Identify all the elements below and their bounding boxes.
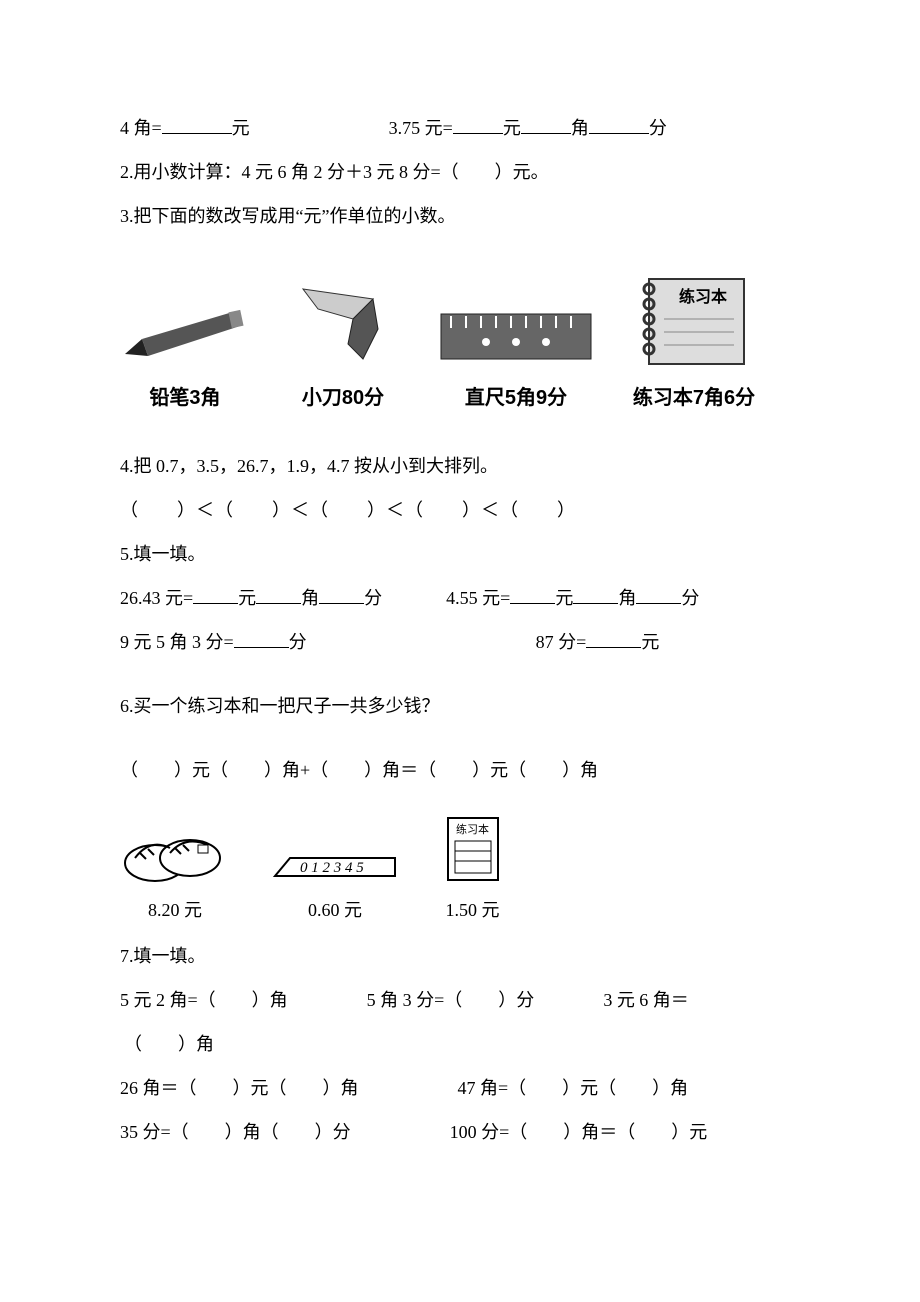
item-pencil: 铅笔3角 bbox=[120, 284, 250, 418]
item-row: 铅笔3角 小刀80分 直尺5角9分 bbox=[120, 264, 800, 418]
blank[interactable] bbox=[162, 115, 232, 134]
notebook2-price: 1.50 元 bbox=[446, 892, 500, 928]
q7-r2a: 26 角＝（ ）元（ ）角 bbox=[120, 1078, 359, 1098]
q7-row1b: （ ）角 bbox=[120, 1026, 800, 1062]
item-notebook2: 练习本 1.50 元 bbox=[440, 813, 505, 928]
u-jiao: 角 bbox=[618, 588, 636, 608]
ruler2-icon: 0 1 2 3 4 5 bbox=[270, 848, 400, 888]
unit-yuan: 元 bbox=[503, 118, 521, 138]
q7-r3b: 100 分=（ ）角＝（ ）元 bbox=[450, 1122, 708, 1142]
blank[interactable] bbox=[234, 629, 289, 648]
shoes-icon bbox=[120, 823, 230, 888]
q7-row1: 5 元 2 角=（ ）角 5 角 3 分=（ ）分 3 元 6 角＝ bbox=[120, 982, 800, 1018]
svg-text:0 1 2 3 4 5: 0 1 2 3 4 5 bbox=[300, 860, 364, 876]
pencil-label: 铅笔3角 bbox=[149, 378, 220, 418]
q7-title: 7.填一填。 bbox=[120, 938, 800, 974]
svg-text:练习本: 练习本 bbox=[456, 822, 489, 836]
q5-row2: 9 元 5 角 3 分= 分 87 分= 元 bbox=[120, 624, 800, 660]
q4-expr: （ ）＜（ ）＜（ ）＜（ ）＜（ ） bbox=[120, 492, 800, 528]
unit-fen: 分 bbox=[649, 118, 667, 138]
u-fen: 分 bbox=[681, 588, 699, 608]
knife-icon bbox=[278, 274, 408, 374]
q7-r1b: 5 角 3 分=（ ）分 bbox=[367, 990, 535, 1010]
blank[interactable] bbox=[256, 585, 301, 604]
q7-r1c2: （ ）角 bbox=[124, 1034, 214, 1054]
q7-r1a: 5 元 2 角=（ ）角 bbox=[120, 990, 288, 1010]
q2-line: 2.用小数计算：4 元 6 角 2 分＋3 元 8 分=（ ）元。 bbox=[120, 154, 800, 190]
unit-jiao: 角 bbox=[571, 118, 589, 138]
price-row: 8.20 元 0 1 2 3 4 5 0.60 元 练习本 1.50 元 bbox=[120, 813, 800, 928]
q1-right-prefix: 3.75 元= bbox=[389, 118, 453, 138]
q7-row3: 35 分=（ ）角（ ）分 100 分=（ ）角＝（ ）元 bbox=[120, 1114, 800, 1150]
blank[interactable] bbox=[636, 585, 681, 604]
q5-title: 5.填一填。 bbox=[120, 536, 800, 572]
blank[interactable] bbox=[521, 115, 571, 134]
u-yuan: 元 bbox=[238, 588, 256, 608]
item-ruler2: 0 1 2 3 4 5 0.60 元 bbox=[270, 848, 400, 928]
q7-r1c: 3 元 6 角＝ bbox=[603, 990, 689, 1010]
q7-r2b: 47 角=（ ）元（ ）角 bbox=[458, 1078, 689, 1098]
q5-row1: 26.43 元= 元 角 分 4.55 元= 元 角 分 bbox=[120, 580, 800, 616]
ruler-label: 直尺5角9分 bbox=[465, 378, 567, 418]
q5-l1b-prefix: 4.55 元= bbox=[446, 588, 510, 608]
item-shoes: 8.20 元 bbox=[120, 823, 230, 928]
q1-left-unit: 元 bbox=[232, 118, 250, 138]
blank[interactable] bbox=[589, 115, 649, 134]
knife-label: 小刀80分 bbox=[302, 378, 384, 418]
blank[interactable] bbox=[573, 585, 618, 604]
q5-l1a-prefix: 26.43 元= bbox=[120, 588, 193, 608]
ruler-icon bbox=[436, 294, 596, 374]
q7-r3a: 35 分=（ ）角（ ）分 bbox=[120, 1122, 351, 1142]
q6-expr: （ ）元（ ）角+（ ）角＝（ ）元（ ）角 bbox=[120, 752, 800, 788]
blank[interactable] bbox=[453, 115, 503, 134]
q1-line: 4 角= 元 3.75 元= 元 角 分 bbox=[120, 110, 800, 146]
q7-row2: 26 角＝（ ）元（ ）角 47 角=（ ）元（ ）角 bbox=[120, 1070, 800, 1106]
blank[interactable] bbox=[319, 585, 364, 604]
q3-line: 3.把下面的数改写成用“元”作单位的小数。 bbox=[120, 198, 800, 234]
q1-left-prefix: 4 角= bbox=[120, 118, 162, 138]
item-notebook: 练习本 练习本7角6分 bbox=[624, 264, 764, 418]
u-fen: 分 bbox=[364, 588, 382, 608]
shoes-price: 8.20 元 bbox=[148, 892, 202, 928]
notebook2-icon: 练习本 bbox=[440, 813, 505, 888]
blank[interactable] bbox=[510, 585, 555, 604]
u-jiao: 角 bbox=[301, 588, 319, 608]
q5-l2a-prefix: 9 元 5 角 3 分= bbox=[120, 632, 234, 652]
notebook-icon: 练习本 bbox=[624, 264, 764, 374]
pencil-icon bbox=[120, 284, 250, 374]
u-fen: 分 bbox=[289, 632, 307, 652]
item-knife: 小刀80分 bbox=[278, 274, 408, 418]
blank[interactable] bbox=[193, 585, 238, 604]
ruler2-price: 0.60 元 bbox=[308, 892, 362, 928]
u-yuan: 元 bbox=[555, 588, 573, 608]
svg-text:练习本: 练习本 bbox=[679, 287, 727, 306]
item-ruler: 直尺5角9分 bbox=[436, 294, 596, 418]
blank[interactable] bbox=[586, 629, 641, 648]
q5-l2b-prefix: 87 分= bbox=[536, 632, 587, 652]
worksheet-page: 4 角=元 3.75 元=元角分 2.用小数计算：4 元 6 角 2 分＋3 元… bbox=[0, 0, 920, 1258]
q6-title: 6.买一个练习本和一把尺子一共多少钱？ bbox=[120, 688, 800, 724]
q4-title: 4.把 0.7，3.5，26.7，1.9，4.7 按从小到大排列。 bbox=[120, 448, 800, 484]
notebook-label: 练习本7角6分 bbox=[633, 378, 755, 418]
u-yuan: 元 bbox=[641, 632, 659, 652]
